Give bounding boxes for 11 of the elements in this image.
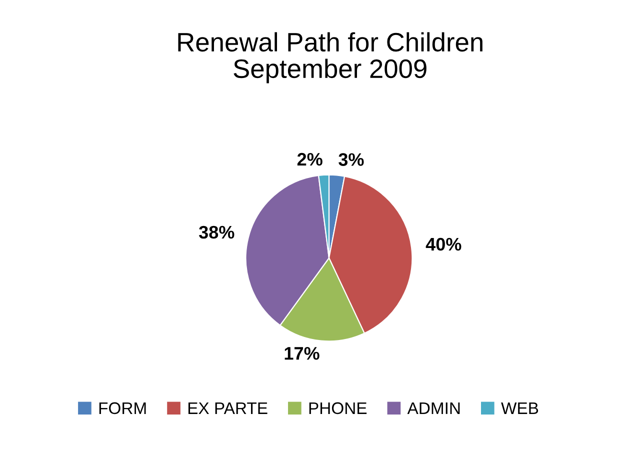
data-label: 38% — [198, 226, 234, 239]
legend-label: ADMIN — [407, 402, 460, 414]
data-label: 40% — [426, 238, 462, 251]
data-label: 17% — [284, 347, 320, 360]
data-label: 3% — [338, 153, 364, 166]
legend-label: EX PARTE — [188, 402, 268, 414]
legend-label: FORM — [99, 402, 146, 414]
legend-label: WEB — [501, 402, 538, 414]
data-label: 2% — [297, 152, 322, 166]
legend-label: PHONE — [309, 402, 367, 414]
chart-title: Renewal Path for Children September 2009 — [178, 32, 482, 84]
